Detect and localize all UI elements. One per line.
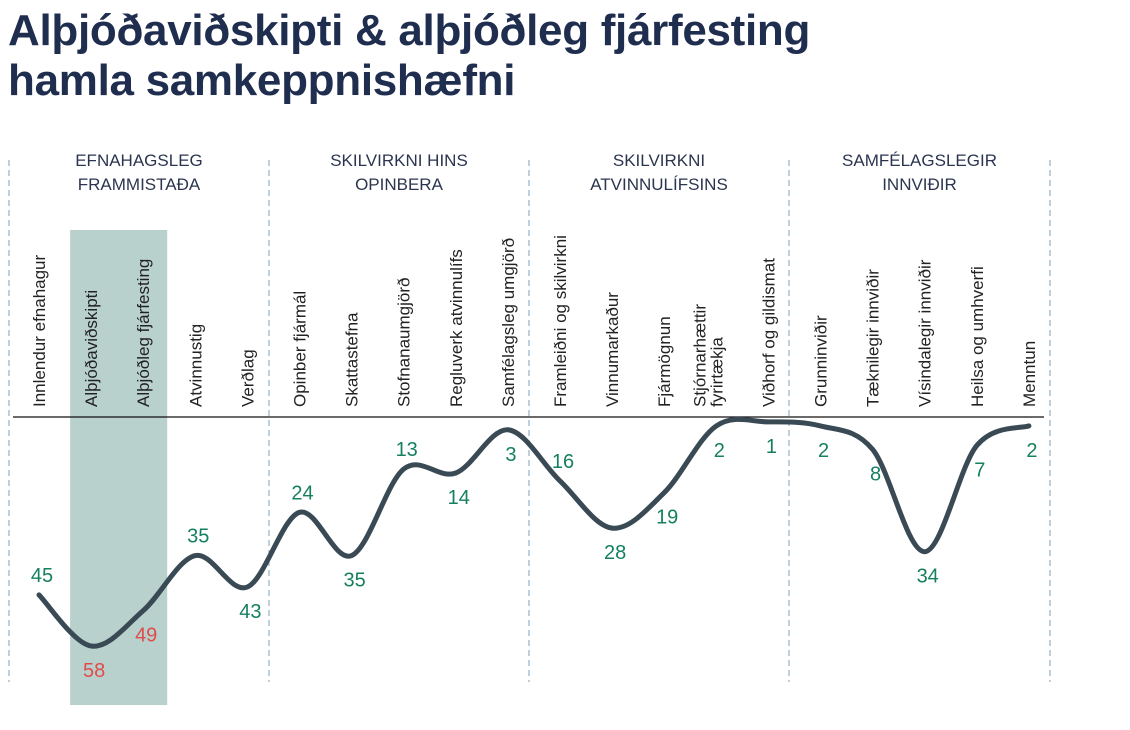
- category-label: Skattastefna: [343, 312, 362, 407]
- category-label: Innlendur efnahagur: [30, 254, 49, 407]
- category-label: Regluverk atvinnulífs: [447, 249, 466, 407]
- data-label: 45: [31, 565, 53, 587]
- group-heading-line-2: OPINBERA: [355, 175, 444, 194]
- data-label: 19: [656, 507, 678, 529]
- group-heading-line-1: SKILVIRKNI HINS: [330, 151, 468, 170]
- category-label: Atvinnustig: [186, 324, 205, 407]
- category-label: Samfélagsleg umgjörð: [499, 238, 518, 407]
- data-label: 35: [343, 570, 365, 592]
- category-label: Menntun: [1020, 341, 1039, 407]
- category-label: Heilsa og umhverfi: [968, 266, 987, 407]
- title-line-2: hamla samkeppnishæfni: [8, 56, 516, 105]
- group-heading-line-1: EFNAHAGSLEG: [75, 151, 203, 170]
- category-label: Vísindalegir innviðir: [916, 259, 935, 407]
- data-label: 7: [974, 460, 985, 482]
- data-label: 34: [917, 566, 939, 588]
- category-label: Grunninviðir: [812, 315, 831, 407]
- data-label: 35: [187, 526, 209, 548]
- category-label: Stjórnarhættir: [690, 304, 709, 407]
- data-label: 58: [83, 660, 105, 682]
- data-label: 28: [604, 542, 626, 564]
- data-label: 8: [870, 463, 881, 485]
- data-label: 24: [291, 482, 313, 504]
- category-label: Framleiðni og skilvirkni: [551, 235, 570, 407]
- data-label: 1: [766, 436, 777, 458]
- highlight-band: [70, 230, 168, 705]
- data-label: 16: [552, 451, 574, 473]
- data-label: 14: [448, 487, 470, 509]
- group-heading-line-2: INNVIÐIR: [882, 175, 957, 194]
- category-label: Viðhorf og gildismat: [759, 258, 778, 407]
- category-label: Stofnanaumgjörð: [395, 278, 414, 407]
- group-heading-line-2: ATVINNULÍFSINS: [590, 175, 728, 194]
- group-heading-line-1: SAMFÉLAGSLEGIR: [842, 151, 997, 170]
- title-line-1: Alþjóðaviðskipti & alþjóðleg fjárfesting: [8, 6, 811, 55]
- data-label: 49: [135, 625, 157, 647]
- category-label: Vinnumarkaður: [603, 292, 622, 407]
- category-label: Tæknilegir innviðir: [864, 269, 883, 407]
- series-line: [36, 416, 1032, 649]
- category-label: Fjármögnun: [655, 316, 674, 407]
- data-label: 43: [239, 601, 261, 623]
- data-label: 2: [818, 440, 829, 462]
- category-label: Verðlag: [238, 349, 257, 407]
- data-label: 2: [714, 440, 725, 462]
- category-label: fyrirtækja: [707, 337, 726, 407]
- data-label: 13: [396, 439, 418, 461]
- category-label: Opinber fjármál: [291, 291, 310, 407]
- data-label: 3: [505, 444, 516, 466]
- group-heading-line-2: FRAMMISTAÐA: [78, 175, 201, 194]
- data-label: 2: [1026, 440, 1037, 462]
- group-heading-line-1: SKILVIRKNI: [613, 151, 705, 170]
- chart-title: Alþjóðaviðskipti & alþjóðleg fjárfesting…: [8, 6, 810, 106]
- category-label: Alþjóðleg fjárfesting: [134, 259, 153, 407]
- category-label: Alþjóðaviðskipti: [82, 290, 101, 407]
